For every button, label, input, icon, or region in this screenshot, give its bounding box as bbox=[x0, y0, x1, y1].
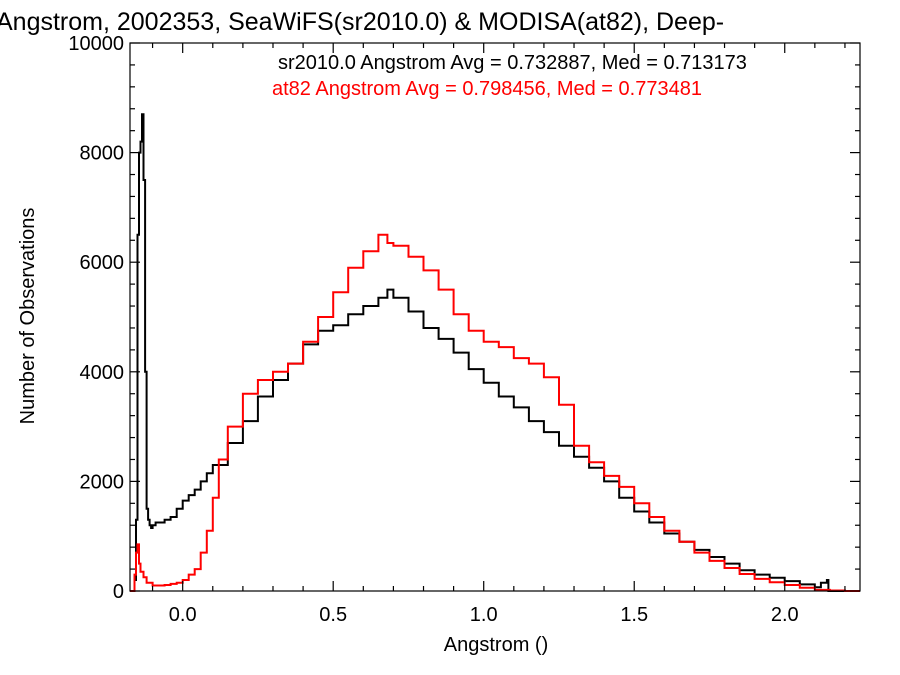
series-line-0 bbox=[130, 113, 860, 592]
series-layer bbox=[130, 113, 860, 592]
y-tick-label: 0 bbox=[113, 581, 124, 603]
x-tick-label: 1.5 bbox=[620, 604, 648, 626]
x-tick-label: 2.0 bbox=[771, 604, 799, 626]
plot-frame bbox=[129, 42, 861, 592]
annotation-at82: at82 Angstrom Avg = 0.798456, Med = 0.77… bbox=[272, 78, 702, 100]
x-tick-label: 0.5 bbox=[319, 604, 347, 626]
annotation-sr2010: sr2010.0 Angstrom Avg = 0.732887, Med = … bbox=[278, 52, 747, 74]
chart-title: Angstrom, 2002353, SeaWiFS(sr2010.0) & M… bbox=[0, 8, 724, 36]
x-tick-label: 1.0 bbox=[470, 604, 498, 626]
series-line-1 bbox=[130, 233, 860, 592]
y-tick-label: 4000 bbox=[80, 362, 125, 384]
y-tick-label: 6000 bbox=[80, 252, 125, 274]
y-axis-label: Number of Observations bbox=[17, 208, 39, 425]
x-axis-label: Angstrom () bbox=[444, 634, 548, 656]
x-tick-label: 0.0 bbox=[169, 604, 197, 626]
y-tick-label: 2000 bbox=[80, 471, 125, 493]
ticks-layer: 0.0 0.5 1.0 1.5 2.0 0 2000 4000 6000 8000 10000 bbox=[68, 33, 860, 626]
y-tick-label: 10000 bbox=[68, 33, 124, 55]
y-tick-label: 8000 bbox=[80, 143, 125, 165]
